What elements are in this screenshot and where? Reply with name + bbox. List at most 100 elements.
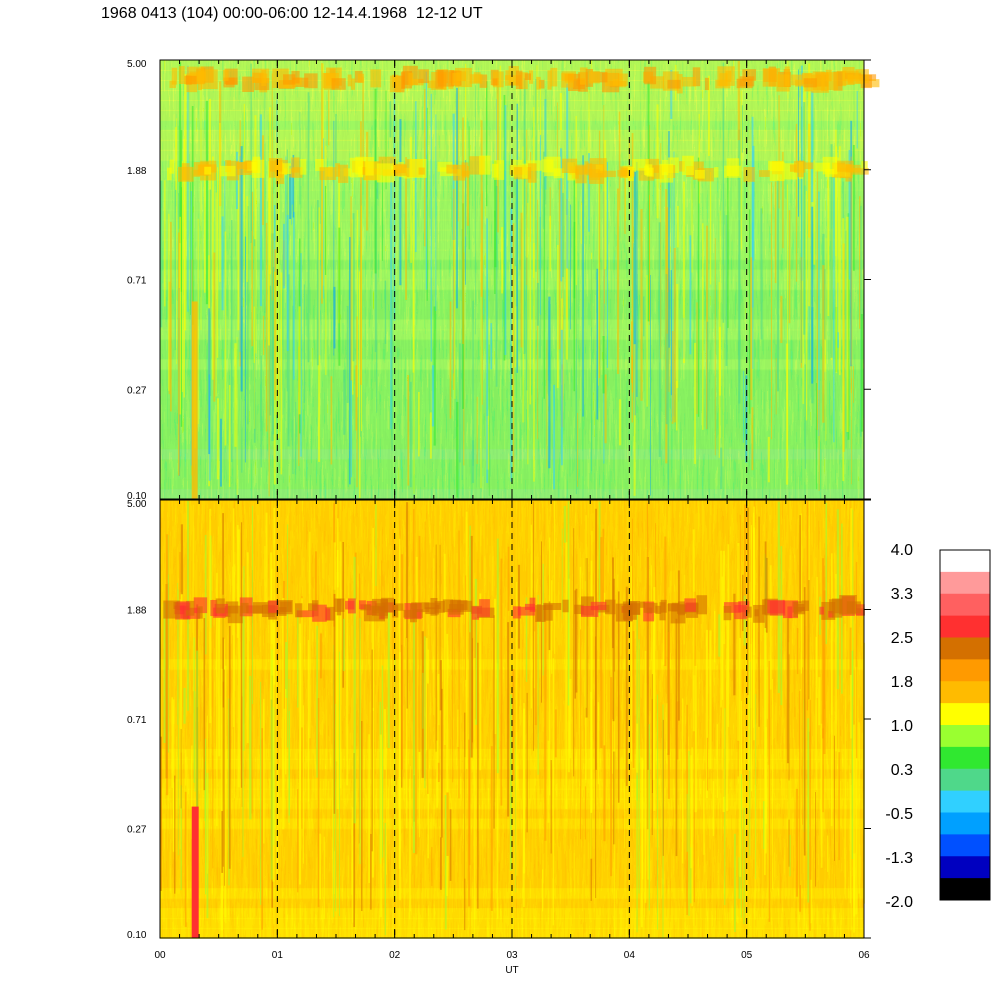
data-streak — [709, 630, 712, 769]
band-cell — [681, 76, 696, 87]
data-streak — [368, 734, 371, 883]
data-streak — [355, 365, 358, 431]
data-streak — [642, 760, 644, 880]
colorbar-label: 1.0 — [891, 718, 913, 735]
data-streak — [259, 114, 263, 307]
band-cell — [401, 71, 412, 89]
data-streak — [480, 242, 482, 489]
band-cell — [300, 158, 307, 175]
data-streak — [751, 407, 754, 471]
data-streak — [838, 146, 841, 376]
data-streak — [713, 611, 716, 663]
data-streak — [512, 223, 515, 473]
data-streak — [633, 243, 634, 437]
data-streak — [488, 344, 490, 496]
colorbar-swatch — [940, 615, 990, 638]
data-streak — [303, 284, 305, 403]
data-streak — [177, 232, 180, 476]
data-streak — [457, 83, 459, 222]
data-streak — [449, 809, 452, 881]
data-streak — [200, 66, 202, 330]
data-streak — [430, 93, 432, 362]
data-streak — [297, 608, 299, 708]
data-streak — [689, 235, 692, 355]
data-streak — [523, 78, 526, 354]
data-streak — [184, 791, 187, 927]
data-streak — [624, 169, 626, 234]
data-streak — [676, 205, 679, 248]
data-streak — [818, 677, 821, 726]
band-cell — [643, 602, 658, 613]
data-streak — [384, 822, 386, 936]
band-cell — [762, 599, 767, 615]
data-streak — [604, 374, 607, 444]
data-streak — [446, 633, 449, 897]
band-cell — [632, 159, 649, 171]
data-streak — [694, 665, 697, 813]
band-cell — [714, 167, 719, 178]
data-streak — [835, 146, 838, 373]
colorbar-swatch — [940, 834, 990, 857]
data-streak — [168, 213, 170, 391]
data-streak — [246, 552, 249, 744]
data-streak — [603, 592, 606, 746]
band-cell — [827, 72, 839, 90]
data-streak — [224, 665, 227, 918]
data-streak — [286, 214, 289, 352]
chart-title: 1968 0413 (104) 00:00-06:00 12-14.4.1968… — [101, 5, 483, 22]
data-streak — [293, 212, 295, 380]
data-streak — [536, 65, 538, 130]
data-streak — [825, 502, 828, 645]
band-cell — [215, 598, 225, 614]
data-streak — [277, 163, 280, 439]
data-streak — [277, 567, 279, 766]
band-cell — [315, 158, 325, 171]
data-streak — [191, 105, 194, 325]
band-cell — [494, 160, 505, 180]
data-streak — [237, 168, 240, 331]
data-streak — [582, 155, 584, 417]
data-streak — [338, 227, 341, 366]
colorbar-label: 1.8 — [891, 674, 913, 691]
band-cell — [240, 602, 249, 614]
data-streak — [439, 837, 442, 890]
data-streak — [644, 650, 647, 903]
data-streak — [662, 719, 664, 856]
data-streak — [197, 218, 199, 425]
data-streak — [694, 342, 696, 464]
data-streak — [490, 323, 493, 370]
data-streak — [390, 158, 393, 430]
data-streak — [264, 81, 266, 313]
colorbar-swatch — [940, 768, 990, 792]
data-streak — [721, 576, 724, 700]
data-streak — [540, 81, 541, 138]
data-streak — [588, 153, 590, 232]
band-cell — [762, 68, 780, 87]
data-streak — [371, 707, 375, 878]
band-cell — [796, 603, 805, 612]
band-cell — [492, 71, 504, 88]
data-streak — [297, 789, 299, 893]
data-streak — [461, 229, 463, 480]
data-streak — [562, 192, 564, 278]
y-tick-label: 5.00 — [127, 59, 147, 70]
band-cell — [819, 606, 824, 615]
band-cell — [268, 600, 279, 613]
data-streak — [649, 275, 651, 496]
data-streak — [462, 117, 464, 345]
data-streak — [333, 851, 335, 895]
data-streak — [718, 614, 721, 657]
data-streak — [799, 515, 802, 604]
data-streak — [486, 218, 488, 483]
data-streak — [540, 541, 542, 703]
data-streak — [243, 103, 245, 271]
data-streak — [386, 747, 387, 875]
data-streak — [516, 732, 518, 876]
data-streak — [663, 611, 665, 665]
data-streak — [738, 857, 741, 899]
data-streak — [507, 622, 510, 817]
data-streak — [343, 369, 346, 435]
data-streak — [631, 133, 634, 393]
data-streak — [698, 113, 700, 204]
data-streak — [439, 660, 442, 711]
